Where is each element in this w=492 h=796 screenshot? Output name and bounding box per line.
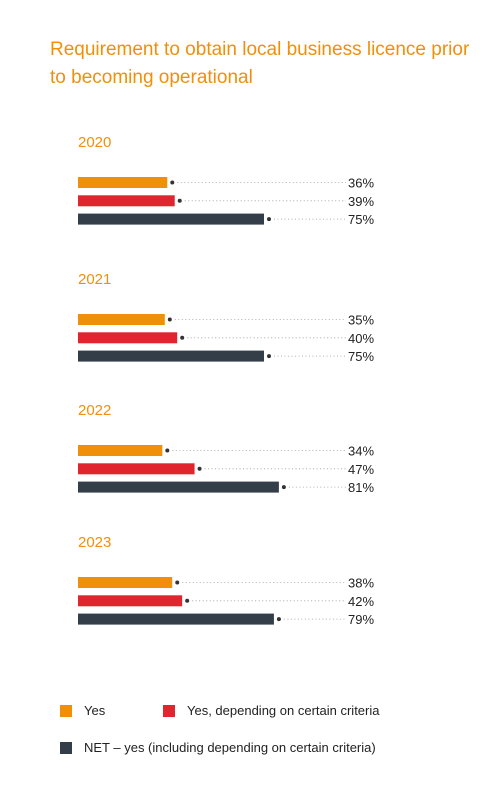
legend-item-criteria: Yes, depending on certain criteria [163, 703, 379, 718]
bar-2022-net-yes [78, 481, 279, 493]
group-label-2021: 2021 [78, 271, 111, 288]
bar-2021-net-yes [78, 350, 264, 362]
marker-dot-2022-yes [165, 448, 170, 453]
marker-dot-2021-net-yes [267, 354, 271, 359]
value-label-2021-yes: 40% [348, 331, 374, 346]
marker-dot-2020-net-yes [267, 217, 271, 222]
bar-2022-yes [78, 463, 195, 475]
group-label-2020: 2020 [78, 134, 111, 151]
marker-dot-2020-yes [177, 198, 182, 203]
chart-title: Requirement to obtain local business lic… [50, 39, 470, 88]
marker-dot-2021-yes [167, 317, 172, 322]
value-label-2022-yes: 34% [348, 444, 374, 459]
value-label-2021-net-yes: 75% [348, 349, 374, 364]
value-label-2020-yes: 39% [348, 194, 374, 209]
marker-dot-2020-yes [170, 180, 175, 185]
marker-dot-2023-yes [185, 598, 190, 603]
legend-swatch-criteria [163, 704, 175, 717]
value-label-2023-net-yes: 79% [348, 612, 374, 627]
value-label-2020-net-yes: 75% [348, 212, 374, 227]
value-label-2023-yes: 42% [348, 594, 374, 609]
marker-dot-2021-yes [180, 335, 185, 340]
legend-label-criteria: Yes, depending on certain criteria [187, 703, 380, 718]
value-label-2021-yes: 35% [348, 313, 374, 328]
bar-2022-yes [78, 445, 163, 456]
bar-2020-net-yes [78, 213, 264, 225]
value-label-2022-net-yes: 81% [348, 480, 374, 495]
value-label-2023-yes: 38% [348, 576, 374, 591]
marker-dot-2022-yes [197, 466, 202, 471]
legend-label-net: NET – yes (including depending on certai… [84, 740, 376, 755]
legend-swatch-net [60, 741, 72, 754]
legend-item-net: NET – yes (including depending on certai… [60, 740, 376, 755]
value-label-2022-yes: 47% [348, 462, 374, 477]
bar-2023-net-yes [78, 613, 274, 625]
marker-dot-2023-yes [175, 580, 180, 585]
bar-2023-yes [78, 577, 173, 588]
marker-dot-2023-net-yes [276, 617, 281, 622]
group-label-2023: 2023 [78, 534, 111, 551]
bar-2021-yes [78, 314, 165, 325]
bar-2023-yes [78, 595, 183, 607]
bar-2020-yes [78, 195, 175, 207]
legend-label-yes: Yes [84, 703, 106, 718]
legend-swatch-yes [60, 704, 72, 717]
value-label-2020-yes: 36% [348, 176, 374, 191]
bar-2020-yes [78, 177, 168, 188]
bar-2021-yes [78, 332, 178, 344]
legend-item-yes: Yes [60, 703, 105, 718]
group-label-2022: 2022 [78, 402, 111, 419]
marker-dot-2022-net-yes [281, 485, 286, 490]
